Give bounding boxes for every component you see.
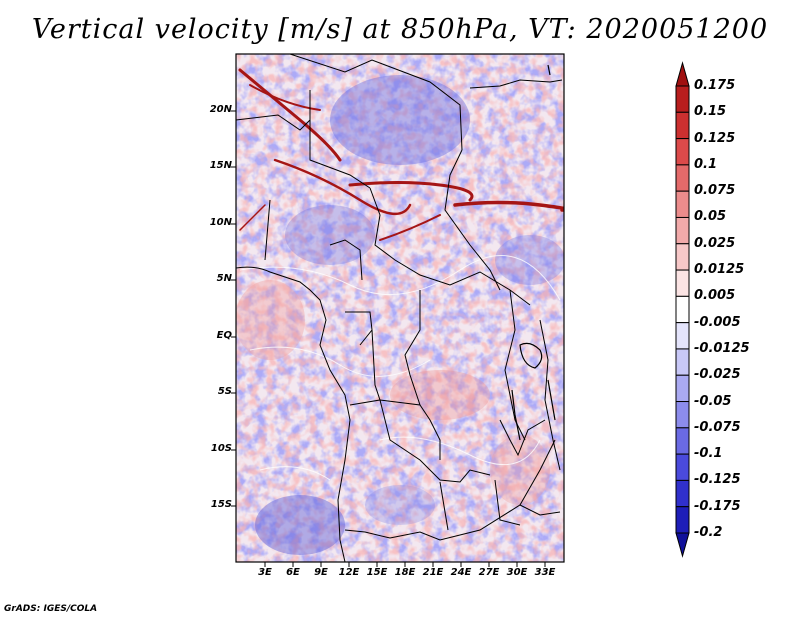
colorbar-tick-label: -0.0125	[694, 340, 750, 356]
colorbar-swatch	[675, 85, 690, 113]
lakes	[511, 64, 556, 441]
colorbar-tick-label: -0.075	[694, 419, 741, 435]
lon-label-24e: 24E	[450, 567, 472, 578]
colorbar-tick-label: 0.15	[694, 104, 727, 120]
colorbar-swatch	[675, 190, 690, 218]
colorbar-tick-label: 0.005	[694, 288, 736, 304]
colorbar-swatch	[675, 506, 690, 534]
colorbar-tick-label: -0.175	[694, 498, 741, 514]
lon-label-33e: 33E	[534, 567, 556, 578]
lat-label-15s: 15S	[210, 499, 232, 510]
colorbar-swatch	[675, 216, 690, 245]
colorbar-swatch	[675, 164, 690, 192]
colorbar-swatch	[675, 348, 690, 376]
colorbar-tick-label: -0.125	[694, 472, 741, 488]
lon-label-21e: 21E	[422, 567, 444, 578]
map-frame	[235, 53, 565, 563]
colorbar-swatch	[675, 269, 690, 297]
colorbar-tick-label: 0.025	[694, 235, 736, 251]
colorbar-tick-label: 0.05	[694, 209, 727, 225]
colorbar-tick-label: 0.0125	[694, 262, 745, 278]
colorbar-swatch	[675, 111, 690, 140]
colorbar-swatch	[675, 322, 690, 350]
lat-label-15n: 15N	[209, 160, 232, 171]
lon-label-15e: 15E	[366, 567, 388, 578]
lat-label-10s: 10S	[210, 443, 232, 454]
colorbar-swatch	[675, 243, 690, 271]
colorbar-swatch	[675, 401, 690, 429]
lat-label-5n: 5N	[216, 273, 232, 284]
velocity-field	[236, 54, 564, 562]
colorbar	[675, 61, 690, 558]
colorbar-tick-label: -0.005	[694, 314, 741, 330]
lat-label-5s: 5S	[217, 386, 232, 397]
colorbar-tick-label: 0.075	[694, 183, 736, 199]
colorbar-top-arrow	[675, 61, 690, 87]
colorbar-tick-label: -0.1	[694, 446, 723, 462]
lat-label-10n: 10N	[209, 217, 232, 228]
axis-ticks	[231, 110, 546, 567]
colorbar-tick-label: 0.125	[694, 130, 736, 146]
colorbar-swatch	[675, 295, 690, 324]
lon-label-6e: 6E	[286, 567, 300, 578]
lat-label-eq: EQ	[216, 330, 232, 341]
map-title: Vertical velocity [m/s] at 850hPa, VT: 2…	[31, 14, 769, 45]
colorbar-swatch	[675, 453, 690, 481]
lon-label-12e: 12E	[338, 567, 360, 578]
colorbar-swatch	[675, 374, 690, 403]
lon-label-9e: 9E	[314, 567, 328, 578]
colorbar-tick-label: -0.05	[694, 393, 732, 409]
colorbar-tick-label: 0.175	[694, 78, 736, 93]
colorbar-swatch	[675, 479, 690, 508]
lon-label-27e: 27E	[478, 567, 500, 578]
lon-label-30e: 30E	[506, 567, 528, 578]
colorbar-tick-label: -0.2	[694, 525, 723, 540]
lat-label-20n: 20N	[209, 104, 232, 115]
country-borders	[236, 54, 563, 562]
colorbar-swatch	[675, 427, 690, 455]
colorbar-bottom-arrow	[675, 532, 690, 558]
colorbar-tick-label: 0.1	[694, 156, 718, 172]
colorbar-swatch	[675, 138, 690, 166]
colorbar-tick-label: -0.025	[694, 367, 741, 383]
lon-label-18e: 18E	[394, 567, 416, 578]
lon-label-3e: 3E	[258, 567, 272, 578]
footer-credit: GrADS: IGES/COLA	[4, 604, 98, 614]
